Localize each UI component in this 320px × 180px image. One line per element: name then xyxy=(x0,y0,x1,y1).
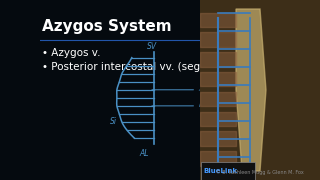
Polygon shape xyxy=(236,9,266,171)
Bar xyxy=(201,162,255,180)
Text: © B. Kathleen Mugg & Glenn M. Fox: © B. Kathleen Mugg & Glenn M. Fox xyxy=(216,169,304,175)
Text: Si: Si xyxy=(110,117,117,126)
Text: • Azygos v.: • Azygos v. xyxy=(43,48,101,58)
Text: Azygos System: Azygos System xyxy=(43,19,172,34)
Text: AL: AL xyxy=(140,149,149,158)
Text: • Posterior intercostal vv. (segmentals): • Posterior intercostal vv. (segmentals) xyxy=(43,62,247,72)
Text: Azygos hemiazygos: Azygos hemiazygos xyxy=(199,87,261,92)
Text: BlueLink: BlueLink xyxy=(204,168,238,174)
Text: SV: SV xyxy=(147,42,157,51)
Text: Hemiazygos: Hemiazygos xyxy=(199,103,237,108)
